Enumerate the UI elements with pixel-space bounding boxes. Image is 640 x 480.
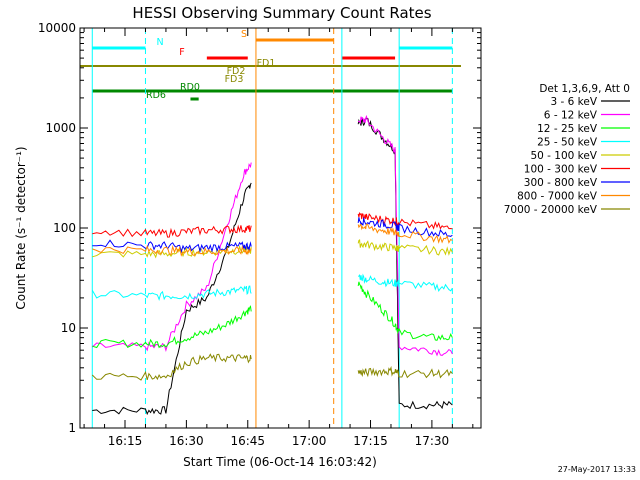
series-line (92, 182, 252, 416)
chart-title: HESSI Observing Summary Count Rates (132, 4, 431, 22)
y-tick-label: 1000 (45, 121, 76, 135)
flag-label: FD3 (225, 74, 244, 85)
legend: Det 1,3,6,9, Att 0 3 - 6 keV 6 - 12 keV12… (504, 83, 630, 216)
x-tick-label: 16:30 (169, 434, 204, 448)
legend-label: 12 - 25 keV (537, 123, 598, 135)
flag-label: F (179, 47, 184, 58)
y-tick-label: 10 (61, 321, 76, 335)
series-line (92, 305, 252, 349)
series-line (92, 224, 252, 238)
series-line (357, 239, 453, 256)
y-axis: 1 10 100 1000 10000 (38, 21, 481, 435)
legend-label: 3 - 6 keV (550, 96, 597, 108)
series-line (91, 285, 252, 301)
x-tick-label: 17:00 (292, 434, 327, 448)
x-tick-label: 17:15 (353, 434, 388, 448)
x-axis-label: Start Time (06-Oct-14 16:03:42) (183, 455, 377, 469)
legend-label: 300 - 800 keV (524, 177, 598, 189)
footer-timestamp: 27-May-2017 13:33 (558, 465, 636, 474)
legend-label: 800 - 7000 keV (517, 191, 598, 203)
x-tick-label: 16:15 (108, 434, 143, 448)
flag-label: RD0 (180, 82, 200, 93)
flag-label: N (156, 37, 163, 48)
legend-label: 6 - 12 keV (544, 110, 598, 122)
legend-label: 100 - 300 keV (524, 164, 598, 176)
legend-title: Det 1,3,6,9, Att 0 (539, 83, 630, 95)
flag-label: FD2 (227, 66, 246, 77)
legend-label: 7000 - 20000 keV (504, 204, 598, 216)
series-line (92, 239, 252, 254)
series-line (357, 211, 453, 230)
y-tick-label: 100 (53, 221, 76, 235)
x-tick-label: 17:30 (415, 434, 450, 448)
y-axis-label: Count Rate (s⁻¹ detector⁻¹) (14, 146, 28, 309)
series-line (357, 117, 453, 410)
x-tick-label: 16:45 (230, 434, 265, 448)
series-lines (91, 114, 453, 416)
legend-label: 50 - 100 keV (530, 150, 597, 162)
series-line (357, 281, 453, 341)
legend-label: 25 - 50 keV (537, 137, 598, 149)
series-line (358, 273, 453, 293)
flag-label: RD6 (146, 90, 166, 101)
y-tick-label: 1 (68, 421, 76, 435)
y-tick-label: 10000 (38, 21, 76, 35)
flag-label: FD1 (257, 58, 276, 69)
flag-label: S (241, 29, 247, 40)
series-line (357, 114, 453, 357)
series-line (92, 244, 252, 257)
series-line (357, 365, 453, 379)
x-axis: 16:15 16:30 16:45 17:00 17:15 17:30 (83, 28, 474, 448)
series-line (357, 223, 453, 244)
series-line (91, 353, 252, 381)
plot-frame (79, 27, 482, 429)
